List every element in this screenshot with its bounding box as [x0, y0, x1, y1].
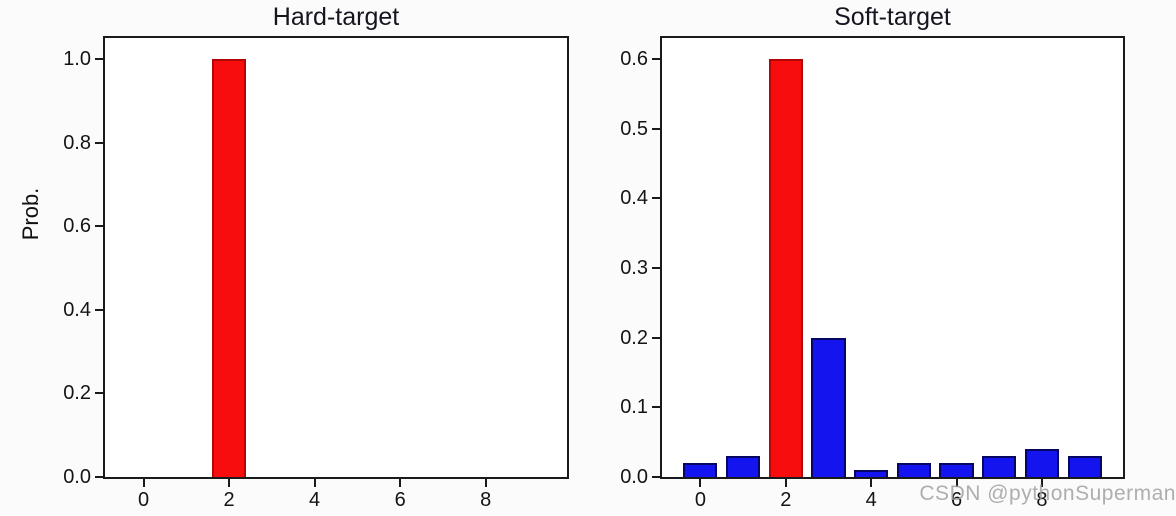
y-tick-label: 0.0: [620, 466, 648, 488]
y-tick-mark: [652, 476, 660, 478]
x-tick-mark: [784, 479, 787, 487]
x-tick-label: 2: [223, 489, 235, 511]
x-tick-label: 4: [865, 489, 877, 511]
y-tick-label: 0.6: [620, 47, 648, 70]
bar: [726, 456, 761, 477]
y-tick-mark: [95, 225, 103, 228]
x-tick-label: 6: [394, 489, 406, 511]
x-tick-mark: [955, 479, 958, 487]
x-tick-mark: [699, 479, 702, 487]
y-tick-label: 0.3: [620, 256, 648, 279]
bar: [982, 456, 1017, 477]
x-tick-label: 8: [1036, 489, 1048, 511]
y-tick-label: 0.6: [63, 215, 91, 238]
x-tick-label: 0: [137, 489, 150, 511]
y-tick-mark: [652, 197, 660, 200]
x-tick-mark: [228, 479, 231, 487]
chart-soft-target: Soft-target 0.0 0.1 0.2 0.3 0.4 0.5 0.6 0 2 4 6 8: [620, 3, 1125, 510]
watermark-text: CSDN @pythonSuperman: [919, 482, 1176, 505]
x-tick-mark: [142, 479, 145, 487]
y-tick-mark: [95, 57, 103, 60]
x-tick-label: 8: [480, 489, 492, 511]
y-tick-mark: [652, 336, 660, 339]
x-tick-label: 2: [780, 489, 792, 511]
bar: [939, 463, 974, 477]
y-tick-mark: [95, 476, 103, 478]
x-tick-label: 6: [950, 489, 963, 511]
bar: [896, 463, 931, 477]
y-tick-label: 0.2: [63, 382, 91, 405]
bar: [1067, 456, 1102, 477]
bar: [811, 337, 846, 477]
chart-hard-target: Hard-target Prob. 0.0 0.2 0.4 0.6 0.8 1.0 0 2 4 6…: [18, 3, 569, 510]
x-tick-mark: [484, 479, 487, 487]
chart-title: Soft-target: [834, 3, 951, 31]
bar: [768, 58, 803, 477]
y-tick-mark: [652, 127, 660, 130]
y-tick-label: 1.0: [63, 47, 91, 70]
y-tick-mark: [95, 392, 103, 395]
y-tick-mark: [95, 308, 103, 311]
y-tick-mark: [95, 141, 103, 144]
x-tick-mark: [870, 479, 873, 487]
bar: [1024, 449, 1059, 477]
y-tick-label: 0.8: [63, 131, 91, 154]
x-tick-mark: [399, 479, 402, 487]
bar: [683, 463, 718, 477]
chart-title: Hard-target: [272, 3, 400, 31]
y-tick-label: 0.2: [620, 326, 648, 349]
y-tick-label: 0.4: [63, 298, 91, 321]
bar: [854, 470, 889, 477]
y-tick-mark: [652, 57, 660, 60]
y-tick-mark: [652, 406, 660, 409]
x-tick-label: 0: [694, 489, 706, 511]
bar: [211, 58, 247, 477]
x-tick-label: 4: [309, 489, 321, 511]
x-tick-mark: [1040, 479, 1043, 487]
y-tick-label: 0.0: [63, 466, 91, 488]
y-tick-label: 0.1: [620, 396, 648, 419]
y-axis-label: Prob.: [18, 187, 43, 241]
y-tick-mark: [652, 266, 660, 269]
y-tick-label: 0.5: [620, 117, 648, 140]
x-tick-mark: [313, 479, 316, 487]
y-tick-label: 0.4: [620, 187, 648, 210]
